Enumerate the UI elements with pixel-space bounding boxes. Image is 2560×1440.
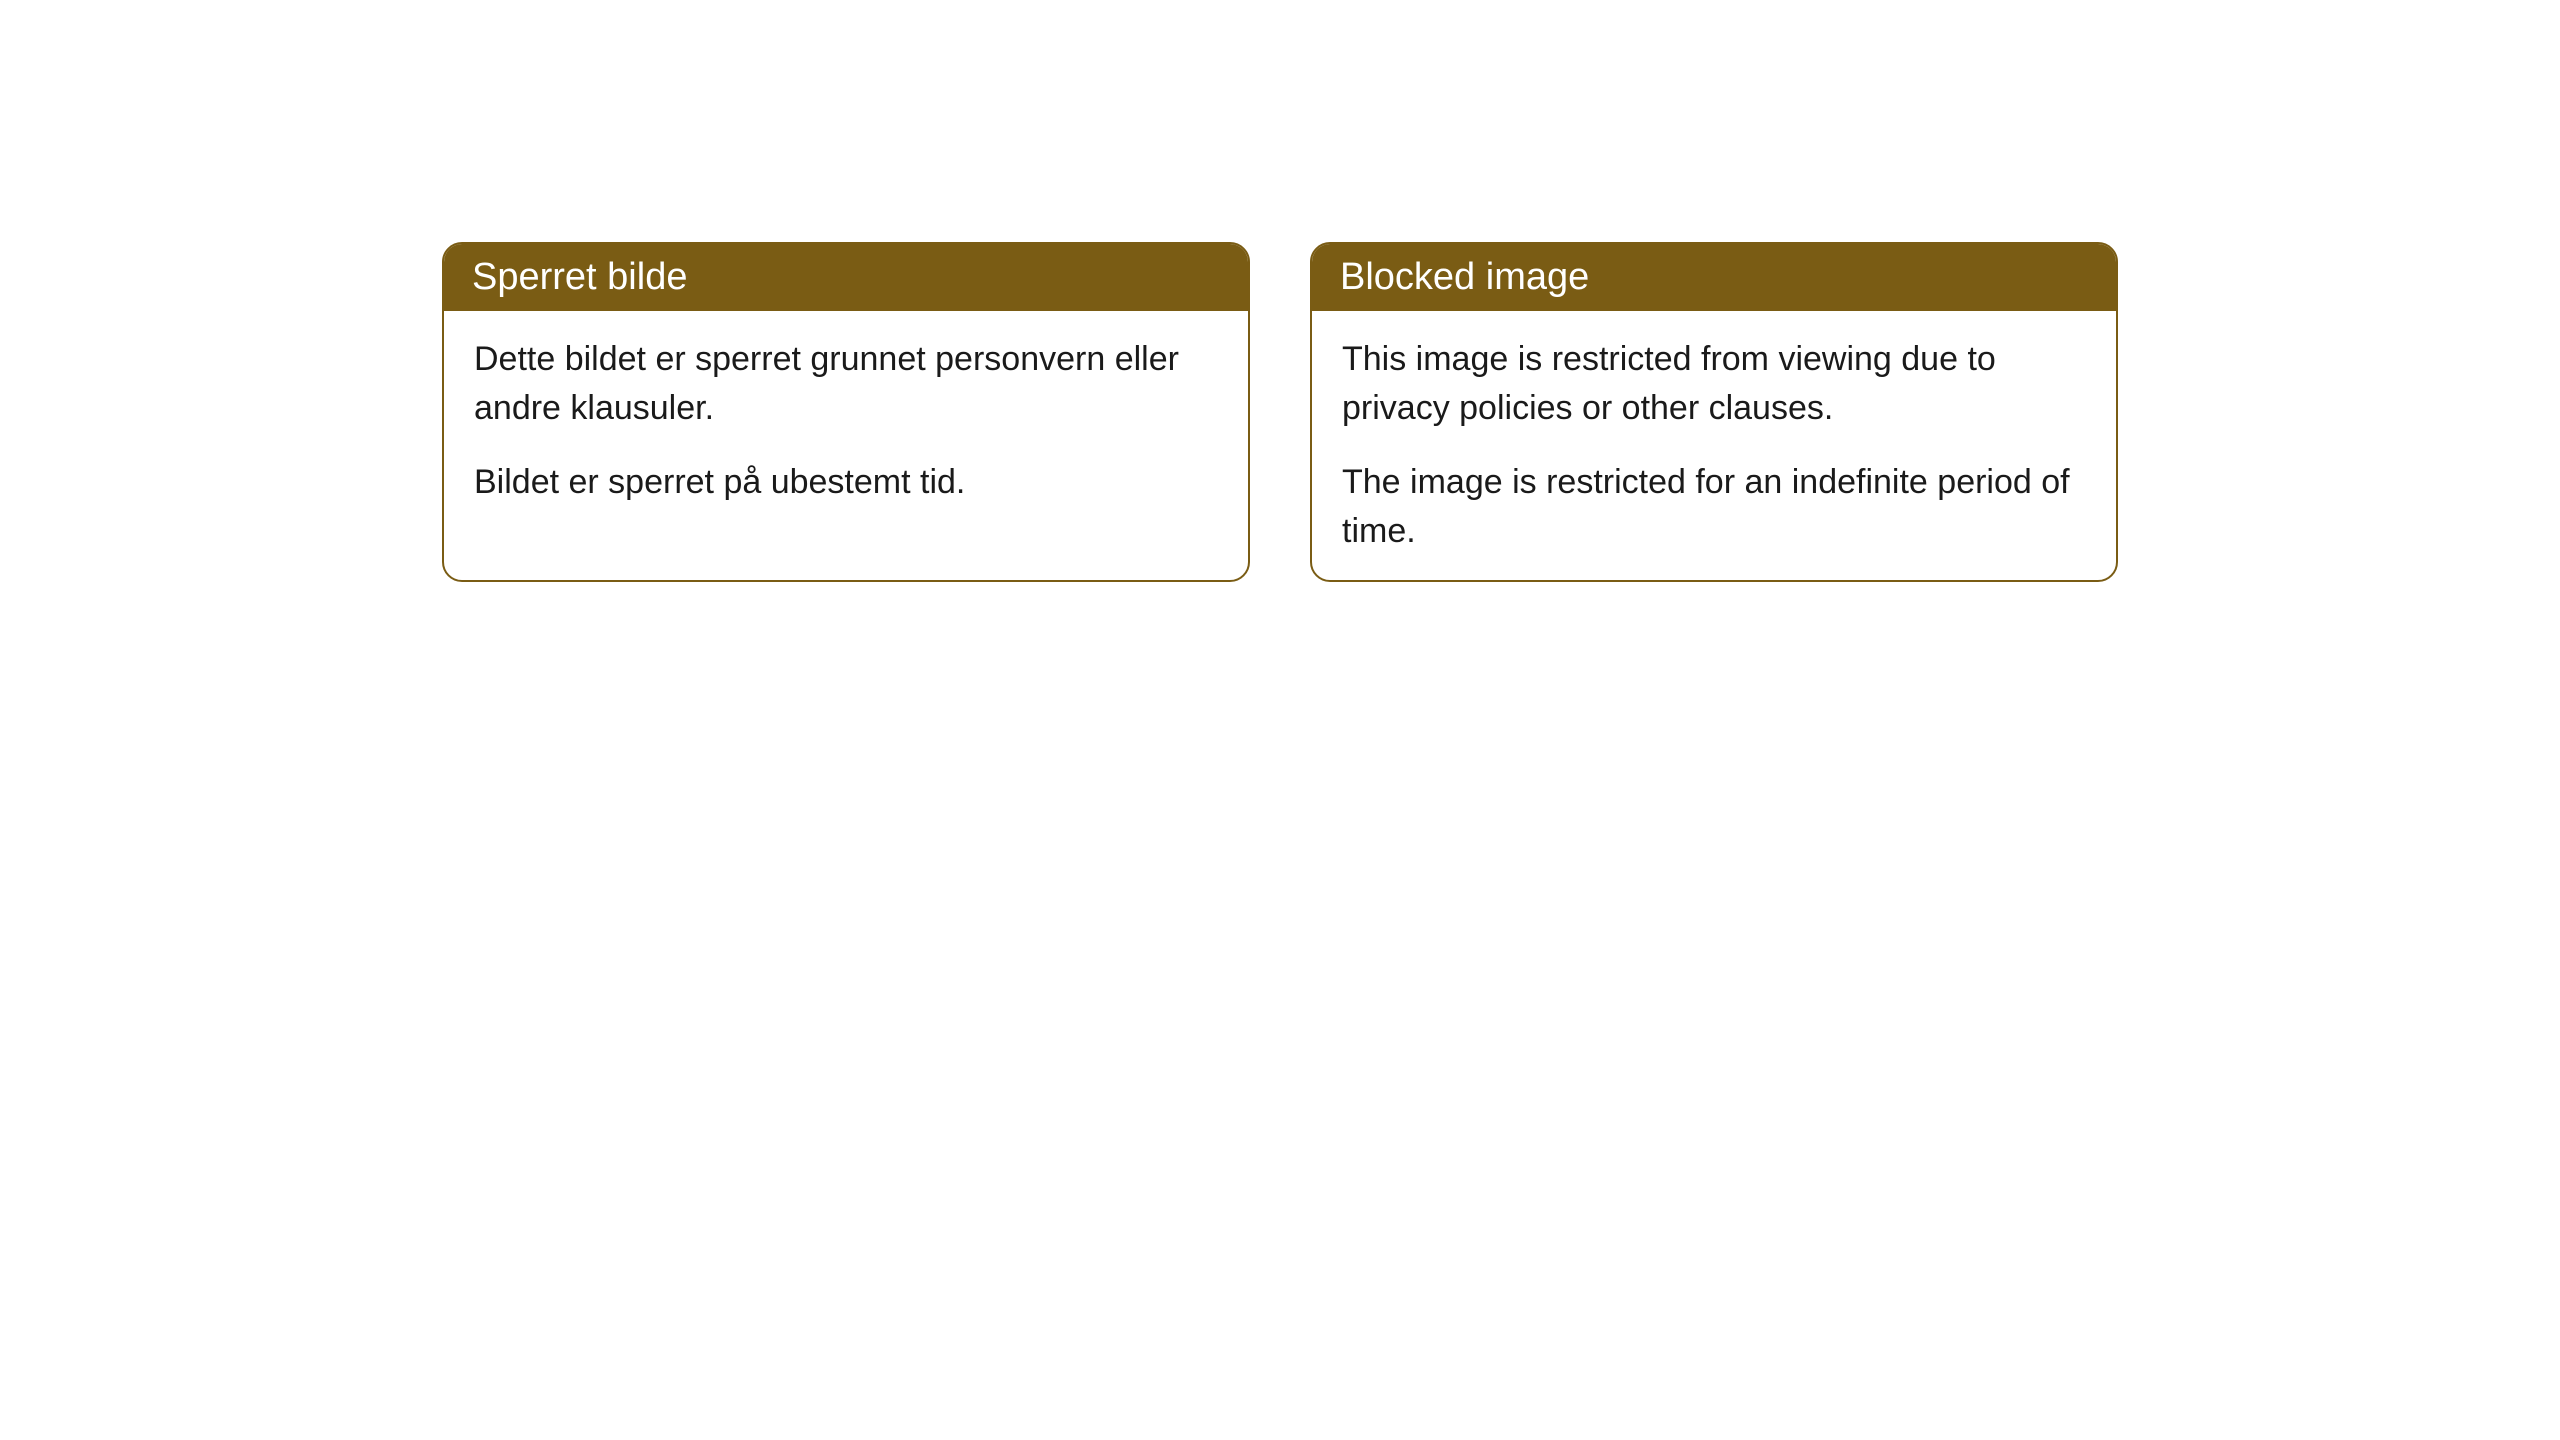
card-paragraph-2-norwegian: Bildet er sperret på ubestemt tid. [474, 458, 1218, 507]
card-body-norwegian: Dette bildet er sperret grunnet personve… [444, 311, 1248, 543]
blocked-image-card-english: Blocked image This image is restricted f… [1310, 242, 2118, 582]
card-paragraph-1-norwegian: Dette bildet er sperret grunnet personve… [474, 335, 1218, 434]
card-header-norwegian: Sperret bilde [444, 244, 1248, 311]
card-paragraph-1-english: This image is restricted from viewing du… [1342, 335, 2086, 434]
cards-container: Sperret bilde Dette bildet er sperret gr… [442, 242, 2118, 1440]
card-header-english: Blocked image [1312, 244, 2116, 311]
card-paragraph-2-english: The image is restricted for an indefinit… [1342, 458, 2086, 557]
blocked-image-card-norwegian: Sperret bilde Dette bildet er sperret gr… [442, 242, 1250, 582]
card-body-english: This image is restricted from viewing du… [1312, 311, 2116, 582]
